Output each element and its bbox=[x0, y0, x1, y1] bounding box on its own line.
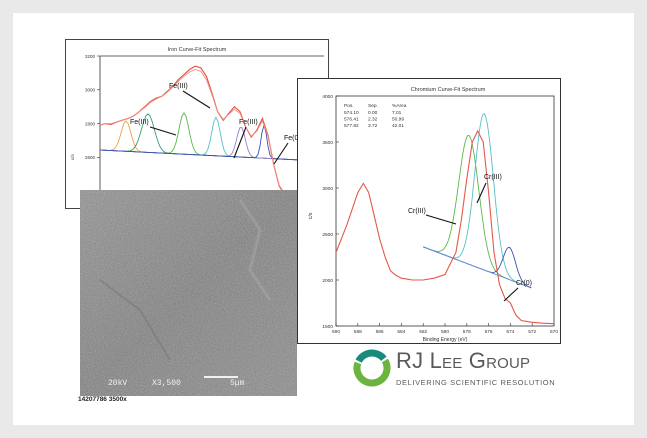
y-tick-label: 2600 bbox=[85, 155, 96, 160]
y-tick-label: 2000 bbox=[322, 278, 333, 284]
x-tick-label: 578 bbox=[463, 329, 471, 335]
y-tick-label: 3000 bbox=[85, 88, 96, 93]
table-header: %Area bbox=[392, 103, 407, 109]
background-curve bbox=[423, 246, 531, 288]
fit-component-curve bbox=[423, 135, 532, 289]
table-cell: 42.01 bbox=[392, 123, 404, 129]
image-caption: 14207786 3500x bbox=[78, 396, 127, 403]
logo-ring-icon bbox=[353, 349, 391, 387]
x-tick-label: 582 bbox=[419, 329, 427, 335]
table-cell: 574.10 bbox=[344, 110, 359, 116]
chromium-peak-label: Cr(III) bbox=[408, 208, 426, 215]
table-header: Pos. bbox=[344, 103, 354, 109]
x-tick-label: 570 bbox=[550, 329, 558, 335]
chromium-curves bbox=[335, 113, 555, 325]
company-logo: RJ Lee Group DELIVERING SCIENTIFIC RESOL… bbox=[348, 344, 558, 392]
table-cell: 50.99 bbox=[392, 117, 404, 123]
table-header: Sep. bbox=[368, 103, 378, 109]
arrow-icon bbox=[149, 126, 177, 136]
x-tick-label: 572 bbox=[528, 329, 536, 335]
table-cell: 2.32 bbox=[368, 117, 378, 123]
y-tick-label: 3500 bbox=[322, 140, 333, 146]
chromium-peak-labels: Cr(III) Cr(III) Cr(0) bbox=[408, 174, 532, 302]
y-tick-label: 3200 bbox=[85, 54, 96, 59]
iron-peak-labels: Fe(III) Fe(III) Fe(III) Fe(0) bbox=[130, 83, 301, 165]
fit-component-curve bbox=[99, 123, 325, 162]
chromium-x-label: Binding Energy (eV) bbox=[423, 337, 468, 343]
chromium-spectrum-plot: Chromium Curve-Fit Spectrum 4000 3500 3000… bbox=[308, 87, 558, 343]
arrow-icon bbox=[425, 214, 457, 225]
chromium-spectrum-chart: Chromium Curve-Fit Spectrum 4000 3500 3000… bbox=[297, 78, 561, 344]
chromium-y-ticks: 4000 3500 3000 2500 2000 1500 bbox=[322, 94, 339, 330]
sem-scale-text: 5μm bbox=[230, 379, 245, 388]
x-tick-label: 584 bbox=[397, 329, 405, 335]
x-tick-label: 576 bbox=[485, 329, 493, 335]
iron-spectrum-plot: Iron Curve-Fit Spectrum 3200 3000 2800 2600… bbox=[70, 47, 325, 208]
sem-voltage: 20kV bbox=[108, 379, 128, 388]
y-tick-label: 2500 bbox=[322, 232, 333, 238]
iron-peak-label: Fe(0) bbox=[284, 135, 301, 142]
iron-peak-label: Fe(III) bbox=[169, 83, 188, 90]
table-cell: 0.00 bbox=[368, 110, 378, 116]
chromium-peak-label: Cr(0) bbox=[516, 280, 532, 287]
table-cell: 3.72 bbox=[368, 123, 378, 129]
y-tick-label: 2800 bbox=[85, 121, 96, 126]
iron-spectrum-chart: Iron Curve-Fit Spectrum 3200 3000 2800 2600… bbox=[65, 39, 329, 209]
sem-texture bbox=[80, 190, 297, 396]
chromium-x-ticks: 590 588 586 584 582 580 578 576 574 572 570 bbox=[332, 323, 558, 335]
chromium-peak-label: Cr(III) bbox=[484, 174, 502, 181]
iron-y-label: c/s bbox=[70, 153, 75, 160]
peak-fit-table: Pos. Sep. %Area 574.10 0.00 7.01 576.41 2.32 50.… bbox=[344, 103, 407, 129]
iron-peak-label: Fe(III) bbox=[130, 119, 149, 126]
x-tick-label: 574 bbox=[506, 329, 514, 335]
iron-chart-title: Iron Curve-Fit Spectrum bbox=[168, 47, 227, 53]
y-tick-label: 1500 bbox=[322, 324, 333, 330]
sem-scale-bar bbox=[204, 376, 238, 378]
spectrum-line bbox=[335, 129, 555, 325]
x-tick-label: 580 bbox=[441, 329, 449, 335]
table-cell: 576.41 bbox=[344, 117, 359, 123]
arrow-icon bbox=[182, 90, 211, 109]
iron-peak-label: Fe(III) bbox=[239, 119, 258, 126]
iron-y-ticks: 32003000280026002400 bbox=[85, 54, 100, 194]
arrow-icon bbox=[273, 142, 289, 165]
x-tick-label: 590 bbox=[332, 329, 340, 335]
x-tick-label: 586 bbox=[376, 329, 384, 335]
arrow-icon bbox=[476, 182, 487, 204]
y-tick-label: 3000 bbox=[322, 186, 333, 192]
chromium-chart-title: Chromium Curve-Fit Spectrum bbox=[411, 87, 486, 93]
table-cell: 7.01 bbox=[392, 110, 402, 116]
sem-micrograph: 20kV X3,500 5μm bbox=[80, 190, 297, 396]
x-tick-label: 588 bbox=[354, 329, 362, 335]
y-tick-label: 4000 bbox=[322, 94, 333, 100]
sem-magnification: X3,500 bbox=[152, 379, 181, 388]
arrow-icon bbox=[233, 126, 247, 159]
chromium-y-label: c/s bbox=[308, 212, 314, 219]
arrow-icon bbox=[503, 287, 519, 302]
logo-tagline: DELIVERING SCIENTIFIC RESOLUTION bbox=[396, 378, 556, 387]
table-cell: 577.82 bbox=[344, 123, 359, 129]
logo-name: RJ Lee Group bbox=[396, 348, 531, 373]
chromium-plot-frame bbox=[335, 95, 555, 327]
